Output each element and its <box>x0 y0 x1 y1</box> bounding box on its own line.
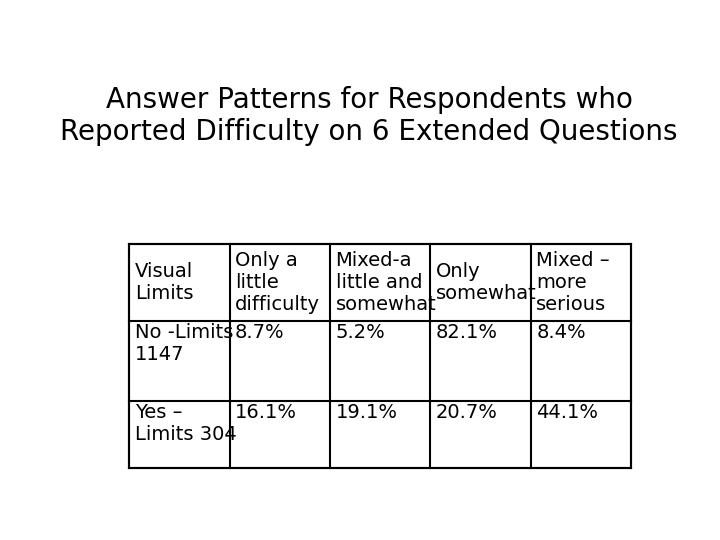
Text: 8.4%: 8.4% <box>536 322 586 342</box>
Text: 16.1%: 16.1% <box>235 403 297 422</box>
Text: No -Limits
1147: No -Limits 1147 <box>135 322 233 363</box>
Text: Answer Patterns for Respondents who
Reported Difficulty on 6 Extended Questions: Answer Patterns for Respondents who Repo… <box>60 85 678 146</box>
Text: 82.1%: 82.1% <box>436 322 498 342</box>
Text: Only a
little
difficulty: Only a little difficulty <box>235 251 320 314</box>
Text: Yes –
Limits 304: Yes – Limits 304 <box>135 403 236 444</box>
Text: Mixed-a
little and
somewhat: Mixed-a little and somewhat <box>336 251 436 314</box>
Text: Visual
Limits: Visual Limits <box>135 261 193 302</box>
Text: 20.7%: 20.7% <box>436 403 498 422</box>
Text: Only
somewhat: Only somewhat <box>436 261 536 302</box>
Text: 5.2%: 5.2% <box>336 322 385 342</box>
Text: 19.1%: 19.1% <box>336 403 397 422</box>
Text: Mixed –
more
serious: Mixed – more serious <box>536 251 610 314</box>
Text: 8.7%: 8.7% <box>235 322 284 342</box>
Text: 44.1%: 44.1% <box>536 403 598 422</box>
